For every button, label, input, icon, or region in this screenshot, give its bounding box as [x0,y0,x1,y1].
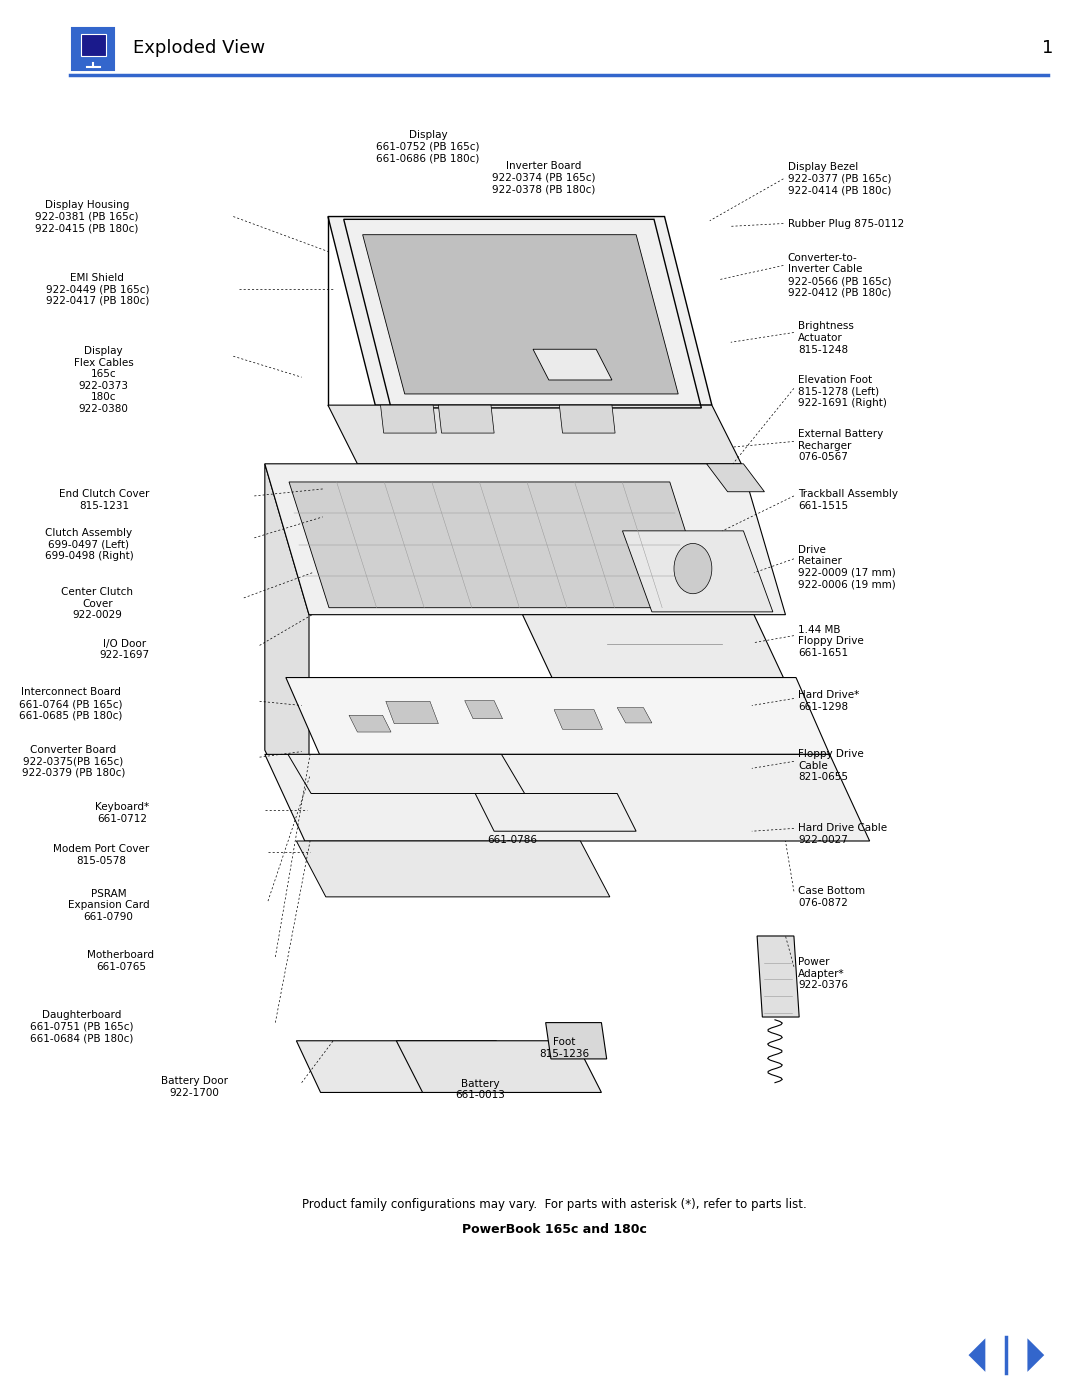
Text: Clutch Assembly
699-0497 (Left)
699-0498 (Right): Clutch Assembly 699-0497 (Left) 699-0498… [44,528,133,562]
Polygon shape [1027,1338,1044,1372]
Polygon shape [706,464,765,492]
Text: Case Bottom
076-0872: Case Bottom 076-0872 [798,886,865,908]
Text: 1.44 MB
Floppy Drive
661-1651: 1.44 MB Floppy Drive 661-1651 [798,624,864,658]
Text: Product family configurations may vary.  For parts with asterisk (*), refer to p: Product family configurations may vary. … [301,1197,807,1211]
Polygon shape [559,405,616,433]
Polygon shape [438,405,495,433]
Polygon shape [622,531,773,612]
Polygon shape [286,678,829,754]
Text: 1: 1 [1042,39,1054,57]
Polygon shape [289,482,710,608]
Polygon shape [380,405,436,433]
Polygon shape [328,217,712,405]
Polygon shape [464,701,502,719]
Polygon shape [265,754,869,841]
Polygon shape [396,1041,602,1092]
Text: Modem
661-0786: Modem 661-0786 [487,823,537,845]
Text: Elevation Foot
815-1278 (Left)
922-1691 (Right): Elevation Foot 815-1278 (Left) 922-1691 … [798,374,887,408]
Text: Battery Door
922-1700: Battery Door 922-1700 [161,1076,228,1098]
Text: Drive
Retainer
922-0009 (17 mm)
922-0006 (19 mm): Drive Retainer 922-0009 (17 mm) 922-0006… [798,545,895,590]
Text: PSRAM
Expansion Card
661-0790: PSRAM Expansion Card 661-0790 [68,888,149,922]
Text: EMI Shield
922-0449 (PB 165c)
922-0417 (PB 180c): EMI Shield 922-0449 (PB 165c) 922-0417 (… [45,272,149,306]
Polygon shape [296,841,610,897]
Polygon shape [328,405,741,464]
Text: End Clutch Cover
815-1231: End Clutch Cover 815-1231 [58,489,149,511]
Text: Display Bezel
922-0377 (PB 165c)
922-0414 (PB 180c): Display Bezel 922-0377 (PB 165c) 922-041… [787,162,891,196]
Text: Inverter Board
922-0374 (PB 165c)
922-0378 (PB 180c): Inverter Board 922-0374 (PB 165c) 922-03… [491,161,595,194]
Polygon shape [363,235,678,394]
Text: Display
661-0752 (PB 165c)
661-0686 (PB 180c): Display 661-0752 (PB 165c) 661-0686 (PB … [376,130,480,163]
Polygon shape [523,615,783,678]
Polygon shape [617,708,652,724]
Polygon shape [554,710,603,729]
Text: Brightness
Actuator
815-1248: Brightness Actuator 815-1248 [798,321,854,355]
Text: Rubber Plug 875-0112: Rubber Plug 875-0112 [787,218,904,229]
FancyBboxPatch shape [72,28,114,70]
Text: Exploded View: Exploded View [133,39,266,57]
Text: Trackball Assembly
661-1515: Trackball Assembly 661-1515 [798,489,899,511]
Polygon shape [475,793,636,831]
Polygon shape [757,936,799,1017]
Polygon shape [265,464,785,615]
Polygon shape [386,701,438,724]
Polygon shape [969,1338,985,1372]
Circle shape [674,543,712,594]
Text: Modem Port Cover
815-0578: Modem Port Cover 815-0578 [53,844,149,866]
Text: Converter-to-
Inverter Cable
922-0566 (PB 165c)
922-0412 (PB 180c): Converter-to- Inverter Cable 922-0566 (P… [787,253,891,298]
Text: Foot
815-1236: Foot 815-1236 [540,1037,590,1059]
Text: Battery
661-0013: Battery 661-0013 [456,1078,505,1101]
Text: Hard Drive Cable
922-0027: Hard Drive Cable 922-0027 [798,823,888,845]
Text: Center Clutch
Cover
922-0029: Center Clutch Cover 922-0029 [62,587,133,620]
Text: Converter Board
922-0375(PB 165c)
922-0379 (PB 180c): Converter Board 922-0375(PB 165c) 922-03… [22,745,125,778]
FancyBboxPatch shape [81,34,106,56]
Polygon shape [545,1023,607,1059]
Polygon shape [288,754,525,793]
Polygon shape [534,349,612,380]
Text: Daughterboard
661-0751 (PB 165c)
661-0684 (PB 180c): Daughterboard 661-0751 (PB 165c) 661-068… [30,1010,133,1044]
Text: External Battery
Recharger
076-0567: External Battery Recharger 076-0567 [798,429,883,462]
Polygon shape [565,687,756,733]
Text: Hard Drive*
661-1298: Hard Drive* 661-1298 [798,690,860,712]
Text: Display Housing
922-0381 (PB 165c)
922-0415 (PB 180c): Display Housing 922-0381 (PB 165c) 922-0… [36,200,138,233]
Text: Power
Adapter*
922-0376: Power Adapter* 922-0376 [798,957,848,990]
Polygon shape [265,464,309,838]
Text: I/O Door
922-1697: I/O Door 922-1697 [99,638,149,661]
Text: PowerBook 165c and 180c: PowerBook 165c and 180c [461,1222,647,1236]
Text: Motherboard
661-0765: Motherboard 661-0765 [87,950,154,972]
Polygon shape [296,1041,521,1092]
Text: Interconnect Board
661-0764 (PB 165c)
661-0685 (PB 180c): Interconnect Board 661-0764 (PB 165c) 66… [19,687,123,721]
Text: Floppy Drive
Cable
821-0655: Floppy Drive Cable 821-0655 [798,749,864,782]
Text: Display
Flex Cables
165c
922-0373
180c
922-0380: Display Flex Cables 165c 922-0373 180c 9… [73,346,133,414]
Text: Keyboard*
661-0712: Keyboard* 661-0712 [95,802,149,824]
Polygon shape [349,715,391,732]
